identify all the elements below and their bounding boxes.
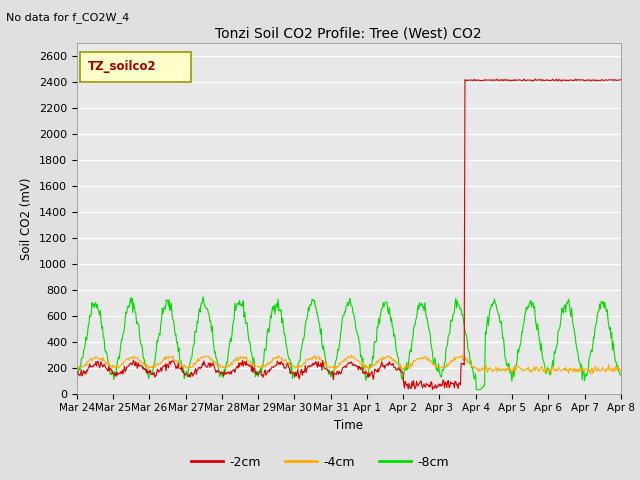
-2cm [531,76,539,82]
-8cm [472,387,480,393]
-2cm [139,366,147,372]
-8cm [617,372,625,377]
X-axis label: Time: Time [334,419,364,432]
-4cm [416,355,424,361]
-4cm [139,360,147,366]
-8cm [199,294,207,300]
Text: No data for f_CO2W_4: No data for f_CO2W_4 [6,12,130,23]
-2cm [223,370,230,375]
-8cm [73,370,81,375]
-4cm [617,368,625,374]
FancyBboxPatch shape [79,52,191,82]
-4cm [194,356,202,361]
-2cm [83,368,90,373]
-2cm [73,372,81,377]
-4cm [431,364,439,370]
-4cm [348,352,355,358]
Title: Tonzi Soil CO2 Profile: Tree (West) CO2: Tonzi Soil CO2 Profile: Tree (West) CO2 [216,27,482,41]
-8cm [139,348,147,354]
Line: -8cm: -8cm [77,297,621,390]
-4cm [223,365,230,371]
-8cm [194,320,202,326]
-2cm [194,367,202,372]
-2cm [617,77,625,83]
-2cm [429,386,436,392]
-8cm [223,360,231,366]
Line: -2cm: -2cm [77,79,621,389]
-4cm [73,364,81,370]
-8cm [83,337,90,343]
-4cm [83,362,90,368]
-2cm [415,381,422,387]
Line: -4cm: -4cm [77,355,621,374]
-4cm [587,371,595,377]
-8cm [416,300,424,306]
Legend: -2cm, -4cm, -8cm: -2cm, -4cm, -8cm [186,451,454,474]
Text: TZ_soilco2: TZ_soilco2 [88,60,156,73]
-8cm [431,358,439,363]
Y-axis label: Soil CO2 (mV): Soil CO2 (mV) [20,177,33,260]
-2cm [431,382,439,388]
